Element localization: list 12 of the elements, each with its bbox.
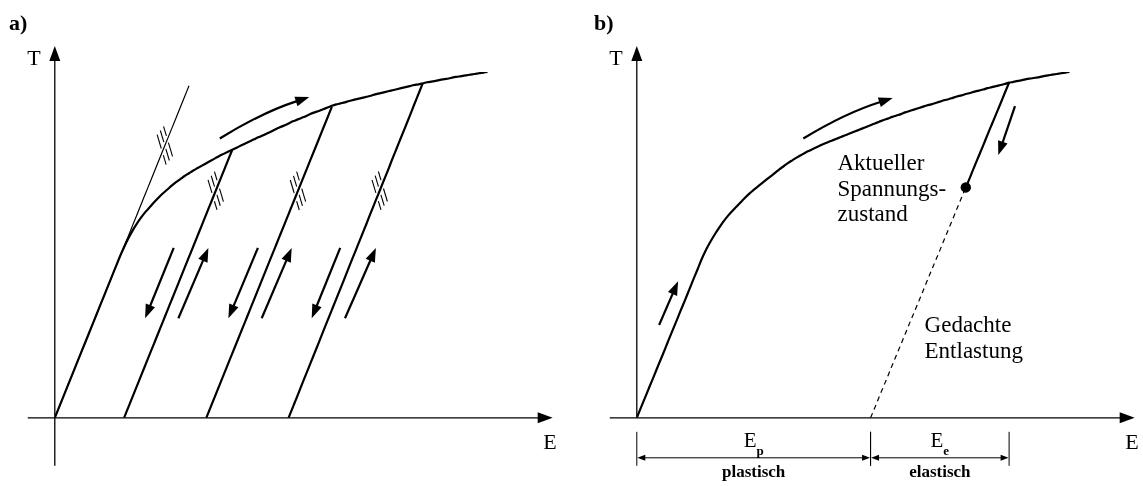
text: E$_{e}$ — [930, 427, 950, 458]
y-axis-title: T — [27, 44, 42, 70]
y-axis-title: T — [609, 44, 624, 70]
text: elastisch — [909, 461, 972, 481]
text: plastisch — [722, 461, 786, 481]
x-axis-title: E — [1125, 428, 1139, 454]
text: E$_{p}$ — [743, 427, 764, 458]
annotation: Gedachte Entlastung — [924, 312, 1024, 363]
chart-title: b) — [594, 10, 614, 35]
chart-title: a) — [9, 10, 28, 35]
x-axis-title: E — [543, 428, 557, 454]
annotation: Aktueller Spannungs- zustand — [837, 150, 947, 227]
